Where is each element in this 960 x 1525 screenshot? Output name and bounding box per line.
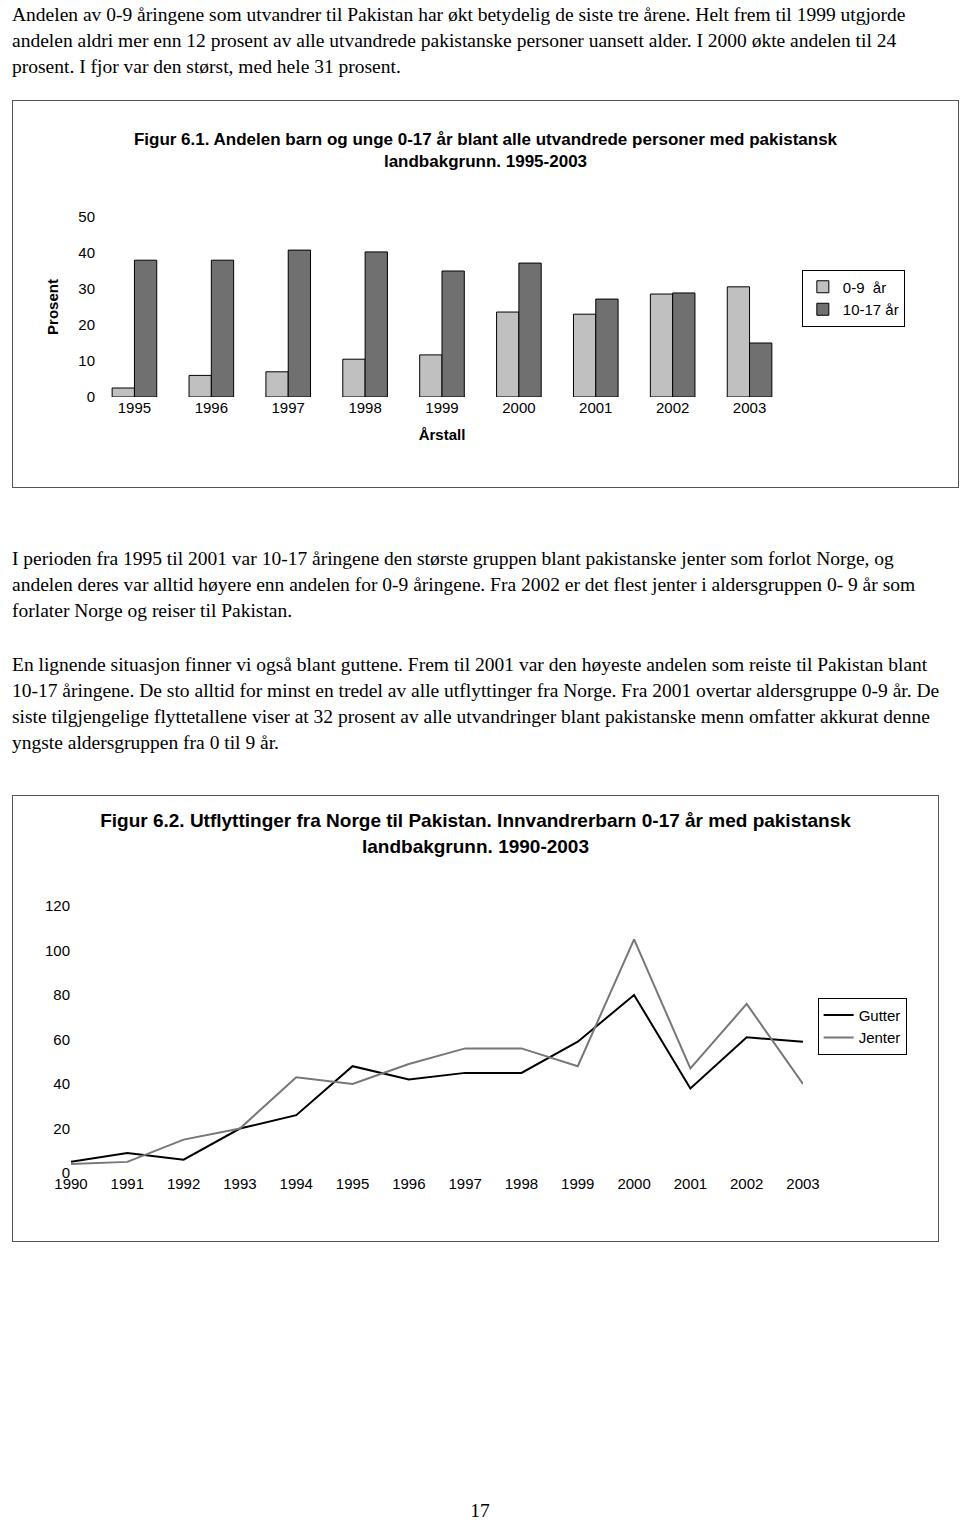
svg-text:Årstall: Årstall	[419, 426, 466, 443]
svg-text:2002: 2002	[730, 1175, 763, 1192]
svg-text:1994: 1994	[280, 1175, 313, 1192]
svg-text:2001: 2001	[579, 399, 612, 416]
svg-text:1998: 1998	[348, 399, 381, 416]
svg-text:1996: 1996	[195, 399, 228, 416]
svg-text:1992: 1992	[167, 1175, 200, 1192]
svg-text:10: 10	[78, 352, 95, 369]
svg-text:Prosent: Prosent	[44, 279, 61, 335]
svg-text:2000: 2000	[617, 1175, 650, 1192]
svg-text:1998: 1998	[505, 1175, 538, 1192]
svg-text:0: 0	[62, 1164, 70, 1181]
svg-text:40: 40	[53, 1075, 70, 1092]
svg-text:1996: 1996	[392, 1175, 425, 1192]
html-text:17: 17	[470, 1500, 490, 1521]
svg-text:80: 80	[53, 986, 70, 1003]
svg-text:30: 30	[78, 280, 95, 297]
html-text:Figur 6.1. Andelen barn og ung: Figur 6.1. Andelen barn og unge 0-17 år …	[133, 130, 838, 171]
html-text:En lignende situasjon finner v: En lignende situasjon finner vi også bla…	[12, 654, 940, 753]
svg-text:2003: 2003	[733, 399, 766, 416]
svg-text:1999: 1999	[425, 399, 458, 416]
svg-text:50: 50	[78, 208, 95, 225]
svg-text:120: 120	[45, 897, 70, 914]
svg-text:1997: 1997	[272, 399, 305, 416]
svg-text:1990: 1990	[54, 1175, 87, 1192]
svg-text:20: 20	[53, 1120, 70, 1137]
svg-text:40: 40	[78, 244, 95, 261]
svg-text:1991: 1991	[111, 1175, 144, 1192]
svg-text:1995: 1995	[118, 399, 151, 416]
html-text:Andelen av 0-9 åringene som ut: Andelen av 0-9 åringene som utvandrer ti…	[12, 4, 906, 77]
svg-text:2001: 2001	[674, 1175, 707, 1192]
svg-text:Jenter: Jenter	[859, 1029, 901, 1046]
svg-text:1997: 1997	[448, 1175, 481, 1192]
svg-text:0: 0	[87, 388, 95, 405]
html-text:I perioden fra 1995 til 2001 v: I perioden fra 1995 til 2001 var 10-17 å…	[12, 548, 916, 621]
svg-text:1993: 1993	[223, 1175, 256, 1192]
svg-text:20: 20	[78, 316, 95, 333]
svg-text:10-17 år: 10-17 år	[843, 301, 899, 318]
svg-text:2003: 2003	[786, 1175, 819, 1192]
svg-text:Gutter: Gutter	[859, 1007, 901, 1024]
svg-text:0-9 år: 0-9 år	[843, 279, 886, 296]
svg-text:2000: 2000	[502, 399, 535, 416]
svg-text:1999: 1999	[561, 1175, 594, 1192]
svg-text:60: 60	[53, 1031, 70, 1048]
svg-text:2002: 2002	[656, 399, 689, 416]
html-text:Figur 6.2. Utflyttinger fra No: Figur 6.2. Utflyttinger fra Norge til Pa…	[100, 810, 851, 857]
svg-text:1995: 1995	[336, 1175, 369, 1192]
svg-text:100: 100	[45, 942, 70, 959]
